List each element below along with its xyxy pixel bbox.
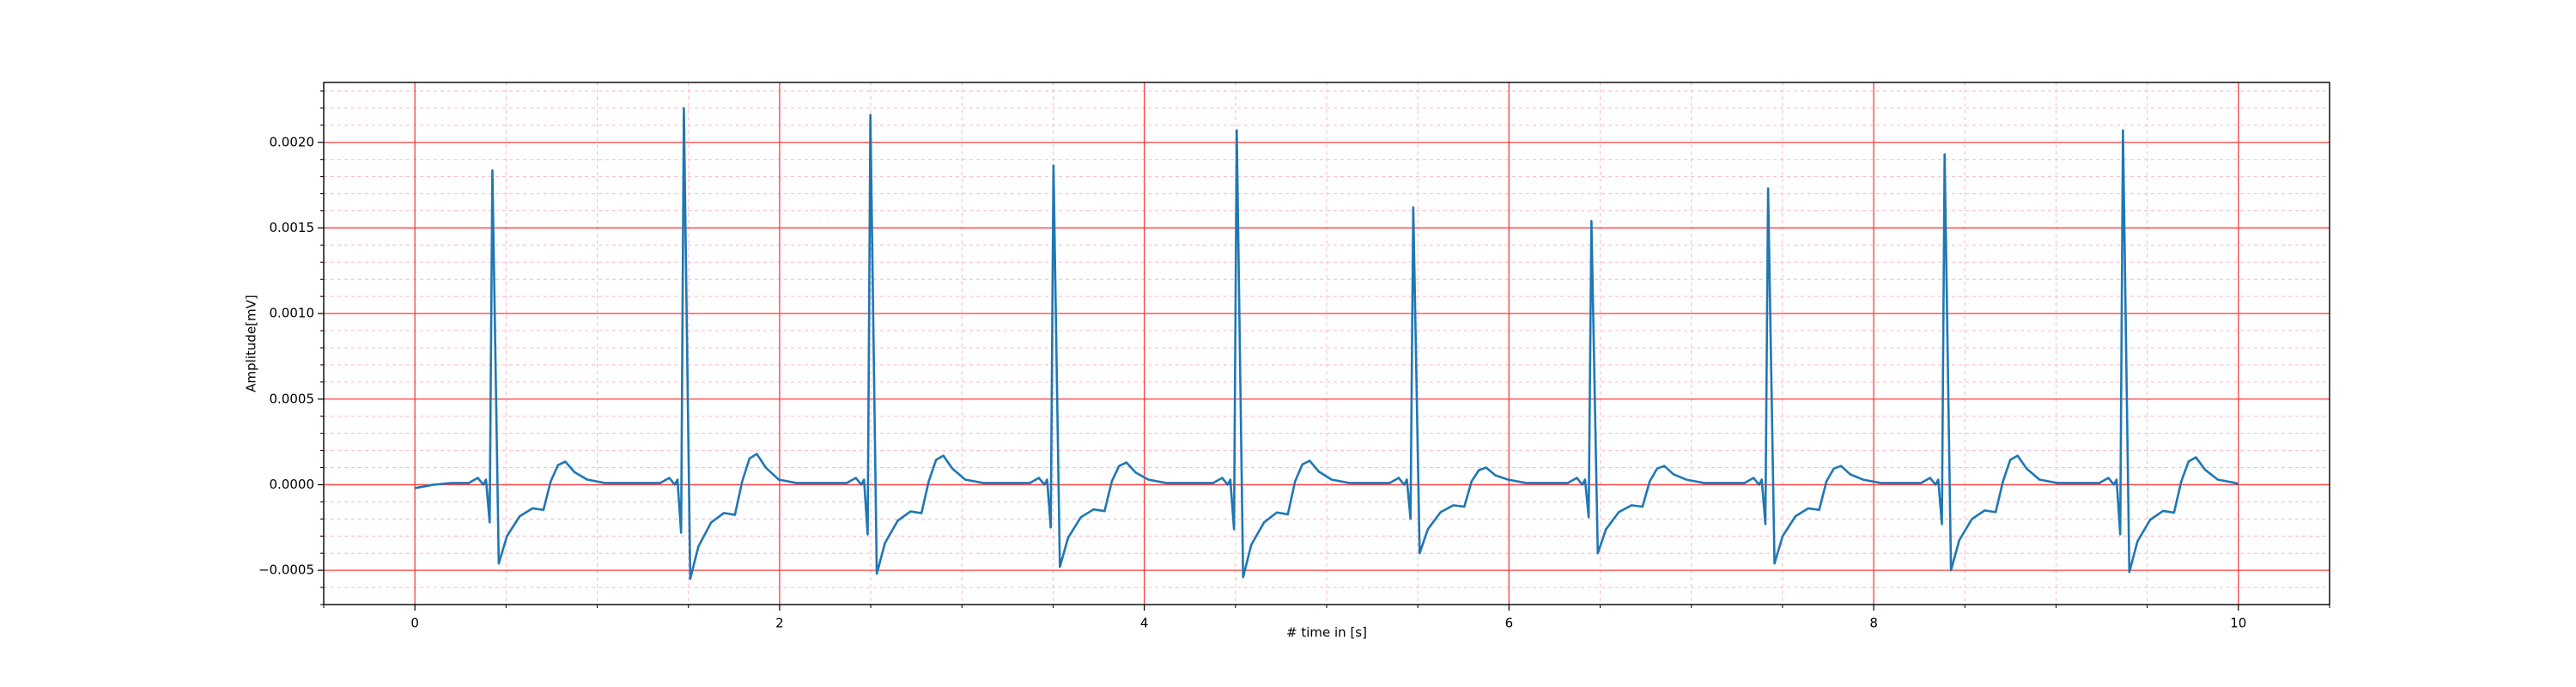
ecg-line — [414, 106, 2239, 581]
x-tick-label: 4 — [1140, 616, 1149, 631]
x-tick-label: 10 — [2230, 616, 2246, 631]
y-tick-label: −0.0005 — [258, 562, 314, 578]
x-tick-label: 2 — [775, 616, 784, 631]
x-tick-label: 0 — [410, 616, 419, 631]
x-tick-label: 6 — [1505, 616, 1514, 631]
y-tick-label: 0.0020 — [270, 134, 315, 149]
x-axis-label: # time in [s] — [1286, 625, 1367, 641]
y-tick-label: 0.0000 — [270, 477, 315, 492]
y-tick-label: 0.0005 — [270, 391, 315, 406]
x-tick-label: 8 — [1869, 616, 1878, 631]
y-axis-label: Amplitude[mV] — [244, 295, 259, 392]
y-tick-label: 0.0010 — [270, 306, 315, 321]
y-tick-label: 0.0015 — [270, 220, 315, 235]
plot-frame — [323, 82, 2330, 605]
